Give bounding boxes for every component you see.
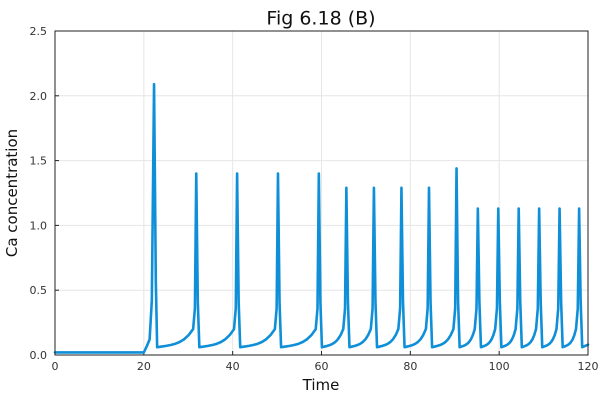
- x-tick-label: 80: [403, 360, 417, 373]
- x-tick-label: 100: [489, 360, 510, 373]
- y-axis-label: Ca concentration: [3, 129, 21, 257]
- x-tick-label: 20: [137, 360, 151, 373]
- y-tick-label: 2.5: [30, 25, 48, 38]
- chart-title: Fig 6.18 (B): [266, 8, 375, 30]
- y-tick-label: 0.5: [30, 284, 48, 297]
- x-tick-label: 60: [315, 360, 329, 373]
- y-tick-label: 1.0: [30, 219, 48, 232]
- tick-labels: 0 20 40 60 80 100 120 0.0 0.5 1.0 1.5 2.0 2.5: [30, 25, 599, 373]
- y-tick-label: 2.0: [30, 90, 48, 103]
- y-tick-label: 0.0: [30, 349, 48, 362]
- x-tick-label: 120: [578, 360, 599, 373]
- x-tick-label: 40: [226, 360, 240, 373]
- plot-frame: [54, 30, 589, 356]
- x-tick-label: 0: [52, 360, 59, 373]
- x-axis-label: Time: [302, 376, 340, 394]
- series-line-ca: [53, 82, 590, 354]
- y-tick-label: 1.5: [30, 155, 48, 168]
